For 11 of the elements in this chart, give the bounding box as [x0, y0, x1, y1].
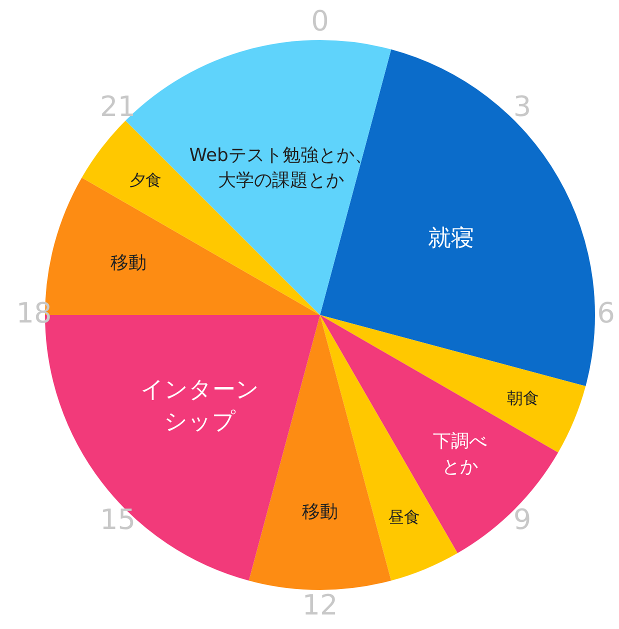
slice-label: インターンシップ	[140, 376, 260, 436]
slice-label: 就寝	[428, 225, 474, 252]
text: 15	[100, 502, 136, 536]
slice-label: 下調べとか	[432, 431, 487, 478]
slice-label: Webテスト勉強とか、大学の課題とか	[189, 144, 372, 192]
slice-label: 昼食	[388, 507, 420, 526]
slice-label: 朝食	[507, 388, 540, 408]
text: 21	[100, 90, 136, 123]
slice-label: 夕食	[129, 170, 162, 190]
slice-label: 移動	[110, 252, 147, 274]
slice-label: 移動	[302, 502, 338, 523]
